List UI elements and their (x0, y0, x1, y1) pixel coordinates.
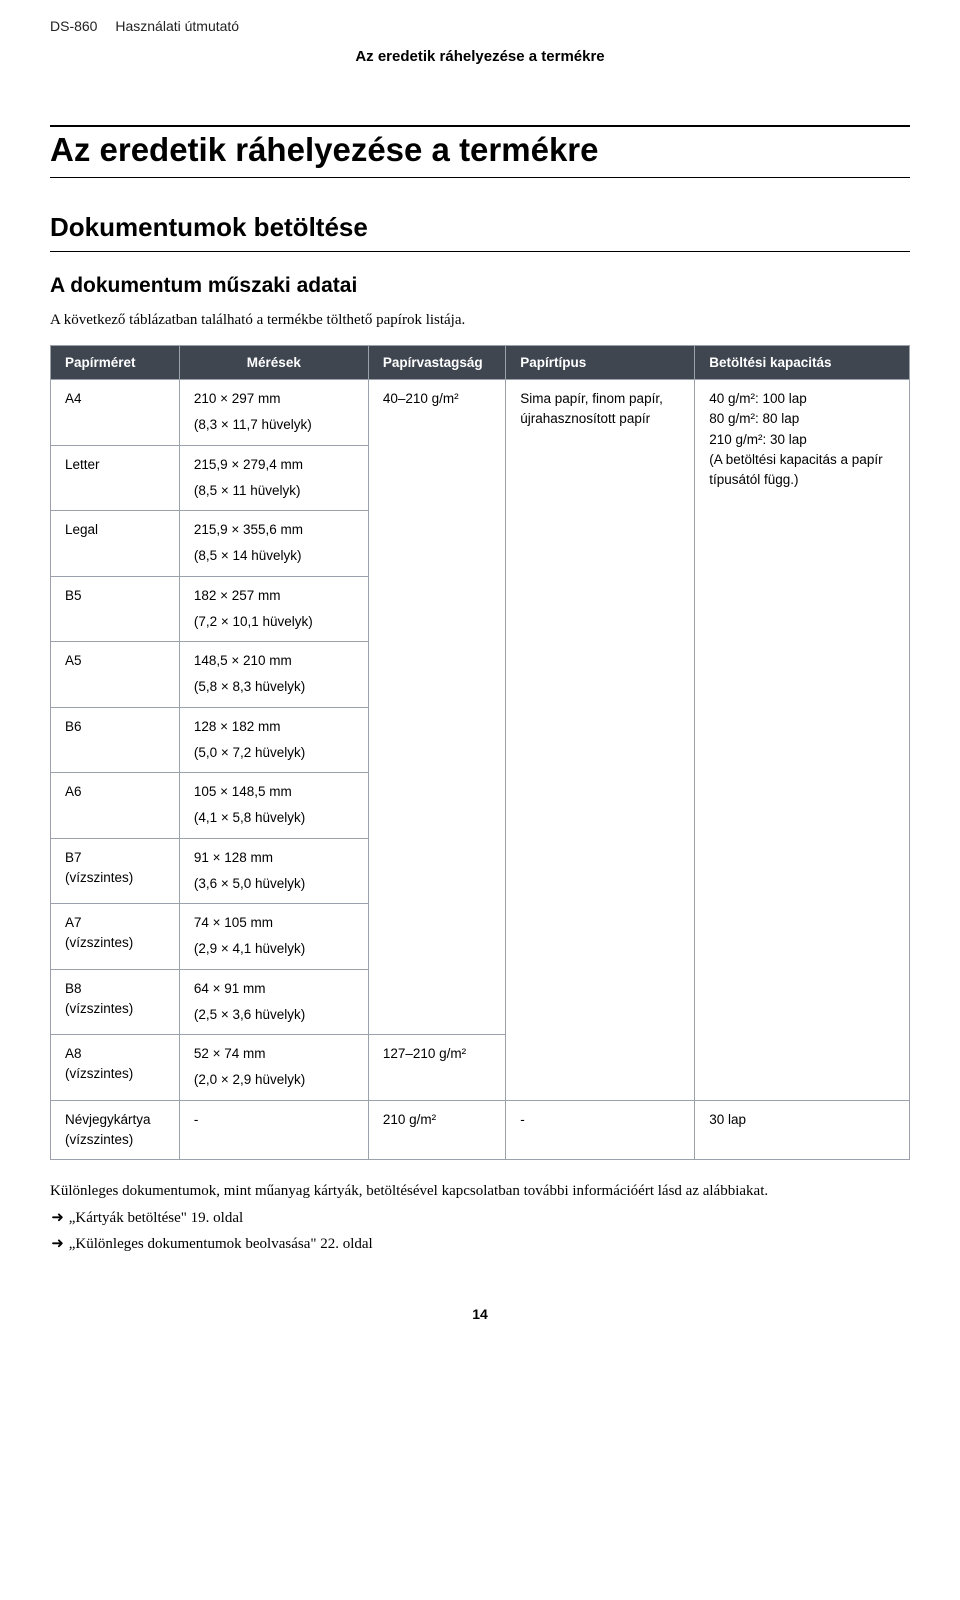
notes-text: Különleges dokumentumok, mint műanyag ká… (50, 1180, 910, 1203)
cell-thickness: 127–210 g/m² (368, 1035, 505, 1101)
cell-size: B5 (51, 576, 180, 642)
cell-capacity: 30 lap (695, 1100, 910, 1160)
cell-size: B7(vízszintes) (51, 838, 180, 904)
cell-size: Névjegykártya(vízszintes) (51, 1100, 180, 1160)
link-text[interactable]: „Kártyák betöltése" 19. oldal (69, 1210, 243, 1226)
col-size: Papírméret (51, 346, 180, 380)
cell-measurement: 210 × 297 mm(8,3 × 11,7 hüvelyk) (179, 380, 368, 446)
cell-measurement: 128 × 182 mm(5,0 × 7,2 hüvelyk) (179, 707, 368, 773)
arrow-icon: ➜ (50, 1233, 65, 1256)
cell-measurement: 182 × 257 mm(7,2 × 10,1 hüvelyk) (179, 576, 368, 642)
cell-measurement: 74 × 105 mm(2,9 × 4,1 hüvelyk) (179, 904, 368, 970)
cell-papertype: - (506, 1100, 695, 1160)
page-number: 14 (50, 1306, 910, 1322)
section-subtitle: Az eredetik ráhelyezése a termékre (50, 48, 910, 65)
page-title: Az eredetik ráhelyezése a termékre (50, 125, 910, 178)
link-row: ➜ „Kártyák betöltése" 19. oldal (50, 1207, 910, 1230)
table-header-row: Papírméret Mérések Papírvastagság Papírt… (51, 346, 910, 380)
cell-papertype: Sima papír, finom papír, újrahasznosítot… (506, 380, 695, 1101)
cell-measurement: 64 × 91 mm(2,5 × 3,6 hüvelyk) (179, 969, 368, 1035)
notes-section: Különleges dokumentumok, mint műanyag ká… (50, 1180, 910, 1256)
heading-3: A dokumentum műszaki adatai (50, 274, 910, 298)
cell-measurement: - (179, 1100, 368, 1160)
link-row: ➜ „Különleges dokumentumok beolvasása" 2… (50, 1233, 910, 1256)
cell-thickness: 40–210 g/m² (368, 380, 505, 1035)
table-row: Névjegykártya(vízszintes)-210 g/m²-30 la… (51, 1100, 910, 1160)
spec-table: Papírméret Mérések Papírvastagság Papírt… (50, 345, 910, 1160)
col-measure: Mérések (179, 346, 368, 380)
cell-size: A8(vízszintes) (51, 1035, 180, 1101)
col-type: Papírtípus (506, 346, 695, 380)
product-model: DS-860 (50, 18, 97, 34)
heading-2: Dokumentumok betöltése (50, 212, 910, 252)
table-row: A4210 × 297 mm(8,3 × 11,7 hüvelyk)40–210… (51, 380, 910, 446)
cell-capacity: 40 g/m²: 100 lap80 g/m²: 80 lap210 g/m²:… (695, 380, 910, 1101)
cell-size: B6 (51, 707, 180, 773)
cell-measurement: 215,9 × 279,4 mm(8,5 × 11 hüvelyk) (179, 445, 368, 511)
cell-size: A6 (51, 773, 180, 839)
manual-title: Használati útmutató (115, 18, 239, 34)
cell-size: Letter (51, 445, 180, 511)
cell-size: A7(vízszintes) (51, 904, 180, 970)
cell-thickness: 210 g/m² (368, 1100, 505, 1160)
cell-size: Legal (51, 511, 180, 577)
cell-measurement: 52 × 74 mm(2,0 × 2,9 hüvelyk) (179, 1035, 368, 1101)
cell-measurement: 148,5 × 210 mm(5,8 × 8,3 hüvelyk) (179, 642, 368, 708)
arrow-icon: ➜ (50, 1207, 65, 1230)
page-header: DS-860 Használati útmutató (50, 18, 910, 34)
cell-size: B8(vízszintes) (51, 969, 180, 1035)
cell-measurement: 105 × 148,5 mm(4,1 × 5,8 hüvelyk) (179, 773, 368, 839)
col-capacity: Betöltési kapacitás (695, 346, 910, 380)
cell-measurement: 91 × 128 mm(3,6 × 5,0 hüvelyk) (179, 838, 368, 904)
col-thickness: Papírvastagság (368, 346, 505, 380)
cell-size: A4 (51, 380, 180, 446)
intro-paragraph: A következő táblázatban található a term… (50, 312, 910, 329)
cell-measurement: 215,9 × 355,6 mm(8,5 × 14 hüvelyk) (179, 511, 368, 577)
cell-size: A5 (51, 642, 180, 708)
link-text[interactable]: „Különleges dokumentumok beolvasása" 22.… (69, 1236, 373, 1252)
